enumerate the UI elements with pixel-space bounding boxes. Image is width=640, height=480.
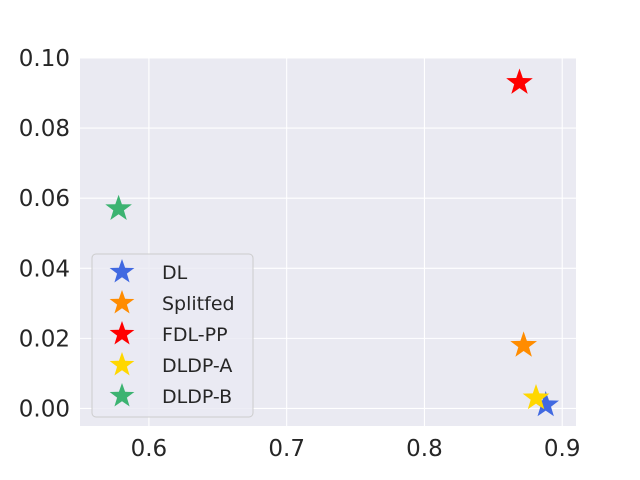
- y-tick-label: 0.00: [19, 396, 70, 422]
- legend: DL Splitfed FDL-PP DLDP-A DLDP-B: [91, 253, 254, 418]
- x-tick-label: 0.7: [268, 436, 305, 462]
- x-tick-label: 0.9: [544, 436, 581, 462]
- legend-marker-fdl-pp: [109, 321, 135, 345]
- legend-label-dldp-a: DLDP-A: [162, 355, 232, 377]
- y-tick-label: 0.06: [19, 186, 70, 212]
- y-tick-label: 0.02: [19, 326, 70, 352]
- y-tick-label: 0.08: [19, 116, 70, 142]
- legend-marker-splitfed: [109, 290, 135, 314]
- legend-marker-dl: [109, 259, 135, 283]
- legend-label-dl: DL: [162, 262, 188, 284]
- x-tick-label: 0.6: [131, 436, 168, 462]
- y-tick-label: 0.10: [19, 46, 70, 72]
- legend-label-splitfed: Splitfed: [162, 293, 235, 315]
- legend-marker-dldp-b: [109, 383, 135, 407]
- point-dldp-b: [105, 194, 132, 220]
- point-splitfed: [510, 331, 537, 357]
- point-fdl-pp: [506, 68, 533, 94]
- x-axis-ticks: 0.6 0.7 0.8 0.9: [131, 436, 581, 462]
- legend-label-fdl-pp: FDL-PP: [162, 324, 228, 346]
- point-dl: [532, 391, 559, 417]
- y-tick-label: 0.04: [19, 256, 70, 282]
- point-dldp-a: [522, 384, 550, 410]
- y-axis-ticks: 0.00 0.02 0.04 0.06 0.08 0.10: [19, 46, 70, 422]
- legend-label-dldp-b: DLDP-B: [162, 386, 232, 408]
- legend-box: [91, 253, 254, 418]
- legend-marker-dldp-a: [109, 352, 135, 376]
- data-points: [105, 68, 559, 417]
- x-tick-label: 0.8: [406, 436, 443, 462]
- grid-lines: [80, 57, 576, 426]
